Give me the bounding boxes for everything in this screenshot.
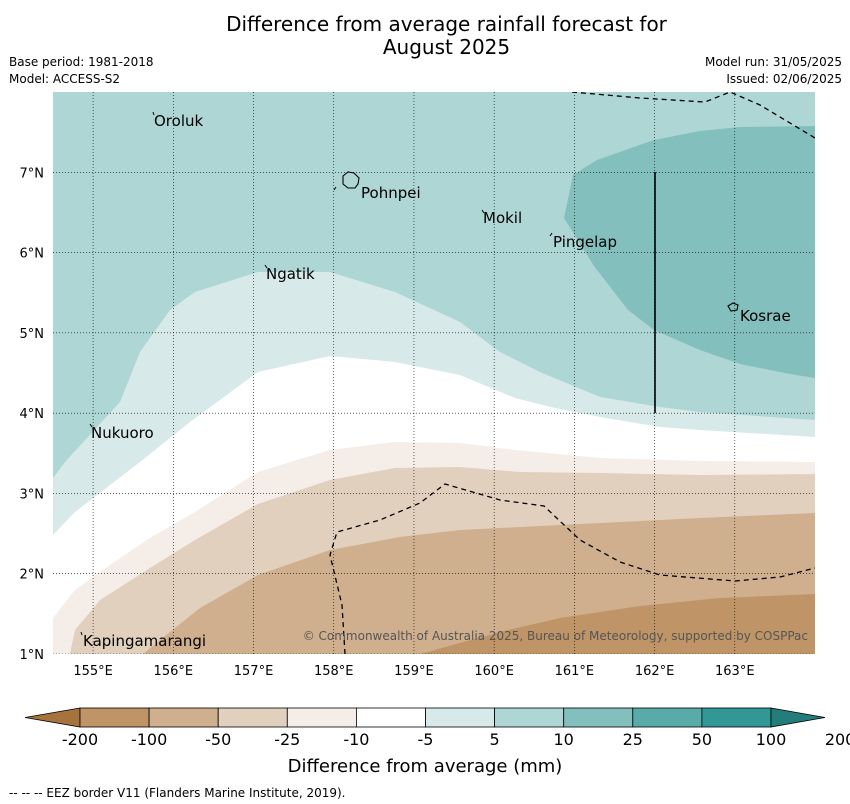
- band-minus-100-to-minus-50: [420, 594, 815, 654]
- colorbar-extend-low: [24, 707, 81, 728]
- colorbar-swatch: [79, 707, 150, 728]
- colorbar-swatch: [632, 707, 703, 728]
- colorbar-tick-label: -100: [130, 730, 168, 749]
- issued-date: Issued: 02/06/2025: [726, 72, 842, 86]
- title-line-2: August 2025: [382, 35, 511, 59]
- colorbar-swatch: [701, 707, 772, 728]
- colorbar-swatch: [494, 707, 565, 728]
- colorbar-tick-label: -25: [274, 730, 301, 749]
- label-kosrae: Kosrae: [740, 307, 791, 325]
- colorbar-tick-label: -5: [417, 730, 434, 749]
- colorbar-tick-label: 10: [553, 730, 574, 749]
- model-run: Model run: 31/05/2025: [704, 55, 842, 69]
- colorbar-tick-label: 25: [622, 730, 643, 749]
- colorbar-swatch: [355, 707, 426, 728]
- kapinga-mark: [80, 631, 83, 636]
- lon-tick-label: 162°E: [635, 664, 675, 679]
- colorbar-swatch: [425, 707, 495, 728]
- map-plot-area: [53, 92, 815, 654]
- lat-tick-label: 1°N: [20, 648, 45, 663]
- label-nukuoro: Nukuoro: [91, 424, 154, 442]
- nukuoro-mark: [89, 423, 93, 428]
- colorbar-swatch: [286, 707, 357, 728]
- eez-border-south: [329, 483, 815, 654]
- pohnpei-reef-mark: [333, 186, 337, 191]
- base-info: Base period: 1981-2018 Model: ACCESS-S2: [9, 54, 154, 88]
- title-line-1: Difference from average rainfall forecas…: [226, 12, 667, 36]
- lon-tick-label: 163°E: [715, 664, 755, 679]
- pohnpei-island-shape: [342, 171, 360, 189]
- lat-tick-label: 3°N: [20, 487, 45, 502]
- colorbar-swatch: [148, 707, 219, 728]
- label-mokil: Mokil: [483, 209, 522, 227]
- model-name: Model: ACCESS-S2: [9, 72, 121, 86]
- lon-tick-label: 158°E: [314, 664, 354, 679]
- lat-tick-label: 2°N: [20, 568, 45, 583]
- colorbar-tick-label: 200: [824, 730, 850, 749]
- ngatik-mark: [264, 264, 268, 269]
- colorbar-tick-label: 100: [755, 730, 787, 749]
- colorbar-tick-label: 50: [691, 730, 713, 749]
- label-kapingamarangi: Kapingamarangi: [83, 632, 206, 650]
- colorbar-tick-label: 5: [489, 730, 500, 749]
- lat-tick-label: 4°N: [20, 407, 45, 422]
- lon-tick-label: 156°E: [154, 664, 194, 679]
- band-plus-25-to-50: [564, 126, 815, 378]
- colorbar-extend-high: [770, 707, 826, 728]
- label-pingelap: Pingelap: [553, 233, 617, 251]
- label-ngatik: Ngatik: [266, 265, 315, 283]
- colorbar: [24, 707, 826, 728]
- lon-tick-label: 157°E: [234, 664, 274, 679]
- colorbar-tick-label: -200: [61, 730, 99, 749]
- lat-tick-label: 6°N: [20, 247, 45, 262]
- oroluk-mark: [152, 111, 155, 116]
- graticule: [53, 92, 815, 654]
- lat-tick-label: 5°N: [20, 327, 45, 342]
- colorbar-tick-label: -50: [205, 730, 232, 749]
- label-oroluk: Oroluk: [154, 112, 203, 130]
- eez-footnote: -- -- -- EEZ border V11 (Flanders Marine…: [9, 786, 346, 800]
- colorbar-title: Difference from average (mm): [287, 756, 563, 777]
- lat-tick-label: 7°N: [20, 166, 45, 181]
- colorbar-tick-label: -10: [343, 730, 370, 749]
- label-pohnpei: Pohnpei: [361, 184, 421, 202]
- mokil-mark: [481, 209, 485, 214]
- run-info: Model run: 31/05/2025 Issued: 02/06/2025: [705, 54, 842, 88]
- axis-ticks: 155°E 156°E 157°E 158°E 159°E 160°E 161°E 162°E…: [20, 166, 755, 679]
- eez-border-north: [571, 92, 815, 139]
- colorbar-swatch: [563, 707, 634, 728]
- lon-tick-label: 161°E: [555, 664, 595, 679]
- base-period: Base period: 1981-2018: [9, 55, 154, 69]
- lon-tick-label: 159°E: [394, 664, 434, 679]
- lon-tick-label: 155°E: [73, 664, 113, 679]
- kosrae-island-shape: [727, 302, 739, 312]
- colorbar-swatch: [217, 707, 288, 728]
- pingelap-mark: [549, 232, 553, 237]
- lon-tick-label: 160°E: [474, 664, 514, 679]
- map-title: Difference from average rainfall forecas…: [0, 13, 850, 59]
- copyright-notice: © Commonwealth of Australia 2025, Bureau…: [303, 629, 808, 643]
